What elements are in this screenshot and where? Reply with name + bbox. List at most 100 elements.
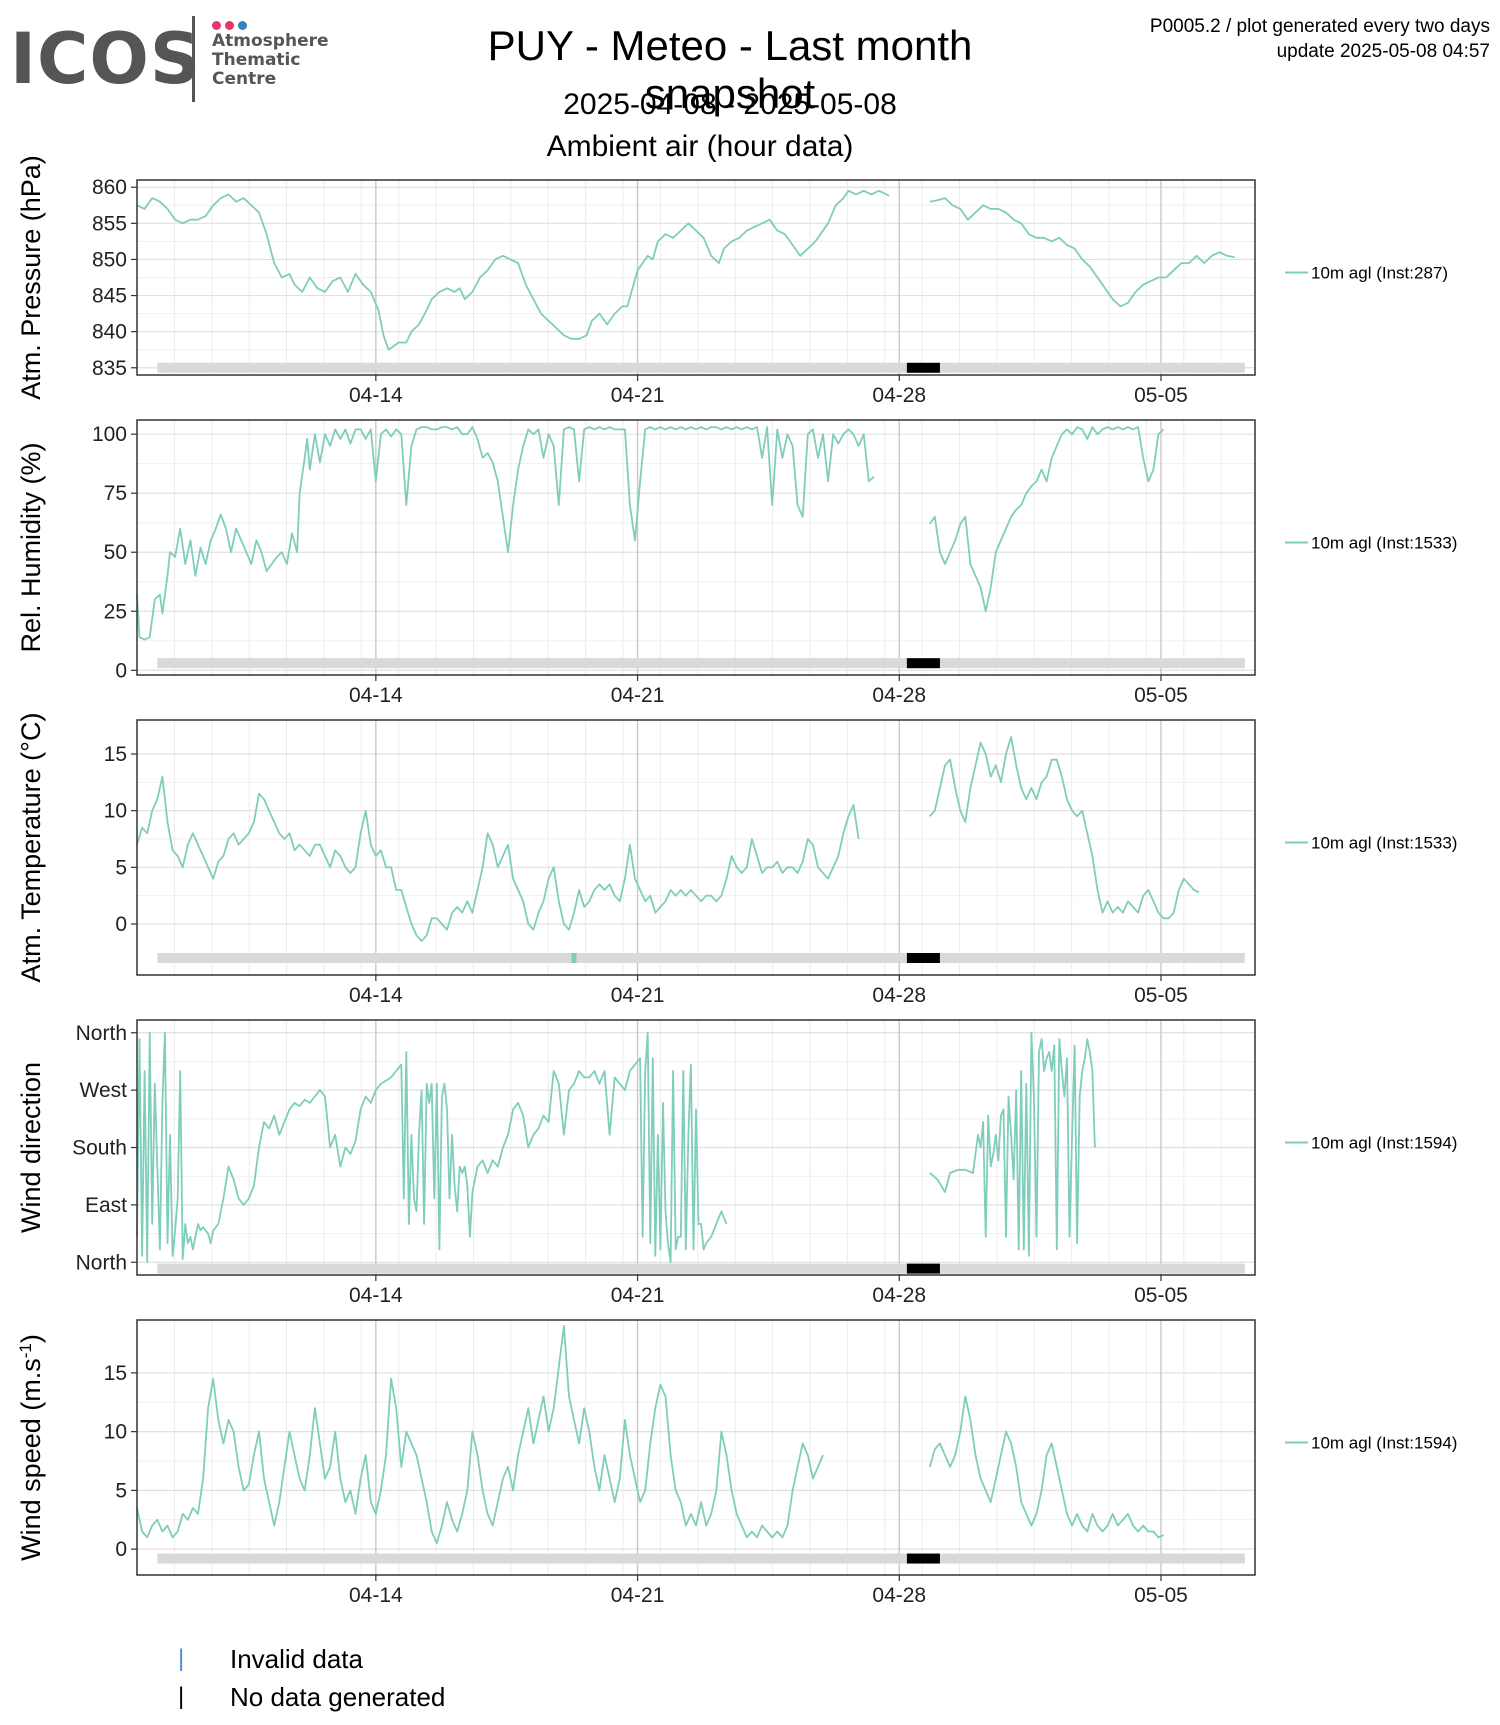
series-line xyxy=(136,1031,728,1264)
y-tick-label: 850 xyxy=(92,248,127,271)
y-tick-label: 25 xyxy=(104,600,127,623)
plot-background xyxy=(137,1320,1255,1575)
legend-invalid-label: Invalid data xyxy=(230,1643,363,1674)
invalid-data-block xyxy=(571,953,577,963)
y-tick-label: 15 xyxy=(104,1362,127,1385)
x-tick-label: 04-28 xyxy=(872,384,926,407)
chart-panel: 0 5 10 15 04-14 04-21 04-28 05-05 Atm. Temperatu… xyxy=(16,713,1457,1007)
y-tick-label: 835 xyxy=(92,357,127,380)
legend-label: 10m agl (Inst:1594) xyxy=(1311,1434,1457,1453)
y-tick-label: 845 xyxy=(92,285,127,308)
plot-background xyxy=(137,720,1255,975)
y-axis-label: Atm. Temperature (°C) xyxy=(16,713,46,983)
invalid-data-marker-icon: | xyxy=(178,1645,185,1672)
no-data-block xyxy=(906,1263,940,1274)
y-tick-label: 100 xyxy=(92,423,127,446)
availability-bar xyxy=(157,1553,1245,1564)
y-tick-label: North xyxy=(76,1022,127,1045)
x-tick-label: 05-05 xyxy=(1134,1584,1188,1607)
logo-word: ICOS xyxy=(10,18,202,100)
y-tick-label: South xyxy=(72,1137,127,1160)
y-tick-label: 5 xyxy=(115,856,127,879)
y-tick-label: 0 xyxy=(115,913,127,936)
y-tick-label: North xyxy=(76,1251,127,1274)
no-data-block xyxy=(906,658,940,669)
availability-bar xyxy=(157,953,1245,963)
legend-label: 10m agl (Inst:1533) xyxy=(1311,834,1457,853)
date-range: 2025-04-08 - 2025-05-08 xyxy=(563,88,897,121)
logo-dot xyxy=(212,21,221,30)
y-axis-label: Atm. Pressure (hPa) xyxy=(16,155,46,400)
x-tick-label: 05-05 xyxy=(1134,384,1188,407)
page-title: PUY - Meteo - Last month snapshot xyxy=(487,22,973,117)
logo-dot xyxy=(238,21,247,30)
series-line xyxy=(136,426,875,641)
no-data-block xyxy=(906,1553,940,1564)
x-tick-label: 04-21 xyxy=(611,1284,665,1307)
legend-label: 10m agl (Inst:1594) xyxy=(1311,1134,1457,1153)
y-tick-label: East xyxy=(85,1194,127,1217)
chart-panel: 835 840 845 850 855 860 04-14 04-21 04-28 05-05 At… xyxy=(16,155,1448,407)
y-tick-label: 855 xyxy=(92,212,127,235)
legend-nodata: | No data generated xyxy=(178,1678,445,1716)
icos-logo: ICOS Atmosphere Thematic Centre xyxy=(10,12,330,102)
legend-label: 10m agl (Inst:1533) xyxy=(1311,534,1457,553)
legend-nodata-label: No data generated xyxy=(230,1681,446,1712)
plot-frame xyxy=(136,179,1256,376)
y-axis-label: Wind speed (m.s-1) xyxy=(16,1334,47,1561)
series-line xyxy=(136,1325,824,1545)
series-line-segment xyxy=(929,736,1200,920)
y-tick-label: 10 xyxy=(104,1421,127,1444)
update-time: update 2025-05-08 04:57 xyxy=(1276,41,1490,62)
y-tick-label: 50 xyxy=(104,541,127,564)
no-data-block xyxy=(906,362,940,373)
logo-dots xyxy=(212,17,251,35)
availability-bar xyxy=(157,658,1245,669)
y-tick-label: West xyxy=(80,1079,128,1102)
x-tick-label: 04-14 xyxy=(349,1284,403,1307)
logo-divider xyxy=(192,16,195,102)
x-tick-label: 04-14 xyxy=(349,384,403,407)
plot-background xyxy=(137,420,1255,675)
x-tick-label: 04-28 xyxy=(872,1584,926,1607)
y-axis-label: Wind direction xyxy=(16,1062,46,1233)
series-line xyxy=(136,189,890,351)
x-tick-label: 04-21 xyxy=(611,384,665,407)
x-tick-label: 04-21 xyxy=(611,1584,665,1607)
plot-id: P0005.2 / plot generated every two days xyxy=(1149,16,1490,37)
logo-sub-line: Centre xyxy=(212,69,277,89)
plot-info: P0005.2 / plot generated every two days … xyxy=(1150,14,1490,64)
series-line xyxy=(136,775,860,942)
availability-bar xyxy=(157,362,1245,373)
availability-bar xyxy=(157,1263,1245,1274)
y-tick-label: 75 xyxy=(104,482,127,505)
series-line-segment xyxy=(929,1031,1096,1257)
y-axis-label: Rel. Humidity (%) xyxy=(16,442,46,652)
y-tick-label: 15 xyxy=(104,743,127,766)
legend-label: 10m agl (Inst:287) xyxy=(1311,264,1448,283)
chart-panel: 0 25 50 75 100 04-14 04-21 04-28 05-05 Rel. Humid… xyxy=(16,419,1457,707)
y-tick-label: 10 xyxy=(104,800,127,823)
logo-dot xyxy=(225,21,234,30)
y-tick-label: 840 xyxy=(92,321,127,344)
logo-subtitle: Atmosphere Thematic Centre xyxy=(212,32,329,89)
x-tick-label: 04-14 xyxy=(349,684,403,707)
x-tick-label: 04-14 xyxy=(349,1584,403,1607)
no-data-block xyxy=(906,953,940,963)
plot-frame xyxy=(136,719,1256,976)
logo-sub-line: Thematic xyxy=(212,50,301,70)
x-tick-label: 04-28 xyxy=(872,1284,926,1307)
x-tick-label: 05-05 xyxy=(1134,1284,1188,1307)
chart-panel: 0 5 10 15 04-14 04-21 04-28 05-05 Wind speed (m.… xyxy=(16,1319,1457,1607)
plot-frame xyxy=(136,1319,1256,1576)
y-axis-label-close: ) xyxy=(16,1334,46,1343)
x-tick-label: 05-05 xyxy=(1134,984,1188,1007)
chart-panel: North East South West North 04-14 04-21 04-28 05… xyxy=(16,1019,1457,1307)
x-tick-label: 04-21 xyxy=(611,984,665,1007)
x-tick-label: 04-28 xyxy=(872,684,926,707)
no-data-marker-icon: | xyxy=(178,1683,185,1710)
series-line-segment xyxy=(929,197,1235,308)
bottom-legend: | Invalid data | No data generated xyxy=(178,1640,445,1716)
series-line-segment xyxy=(929,426,1165,613)
